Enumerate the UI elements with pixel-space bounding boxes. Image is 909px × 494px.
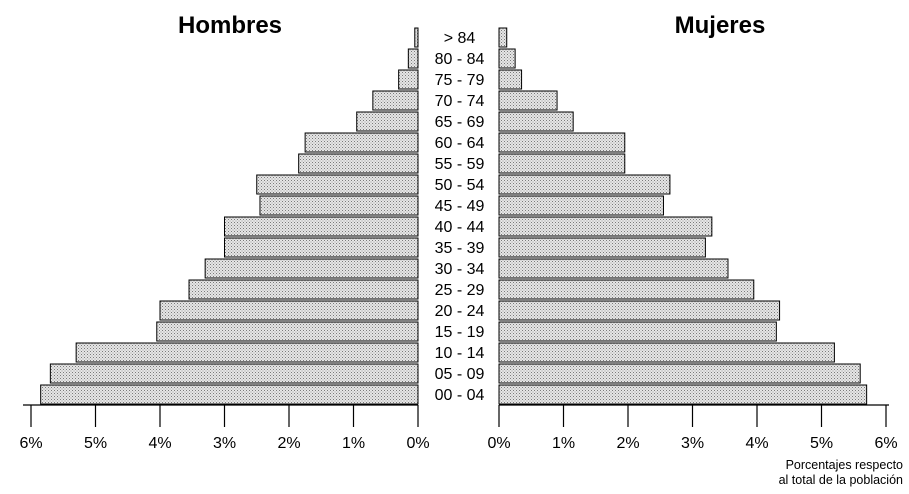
age-label-13: 65 - 69 xyxy=(435,114,485,131)
bar-hombres-0 xyxy=(40,384,419,405)
left-axis-ticks: 6% 5% 4% 3% 2% 1% 0% xyxy=(19,405,430,452)
bar-hombres-12 xyxy=(304,132,419,153)
bar-hombres-6 xyxy=(204,258,419,279)
bar-mujeres-2 xyxy=(498,342,835,363)
axis-note-line-2: al total de la población xyxy=(778,473,903,487)
bar-hombres-10 xyxy=(256,174,419,195)
age-label-14: 70 - 74 xyxy=(435,93,485,110)
bar-mujeres-14 xyxy=(498,90,558,111)
bar-hombres-9 xyxy=(259,195,419,216)
age-label-15: 75 - 79 xyxy=(435,72,485,89)
age-label-5: 25 - 29 xyxy=(435,282,485,299)
age-group-labels: 00 - 04 05 - 09 10 - 14 15 - 19 20 - 24 25 - … xyxy=(435,30,485,404)
bar-mujeres-10 xyxy=(498,174,671,195)
age-label-6: 30 - 34 xyxy=(435,261,485,278)
right-tick-label-6: 6% xyxy=(874,435,897,452)
bar-mujeres-7 xyxy=(498,237,706,258)
bar-mujeres-8 xyxy=(498,216,713,237)
right-tick-label-5: 5% xyxy=(810,435,833,452)
bar-hombres-5 xyxy=(188,279,419,300)
right-tick-label-4: 4% xyxy=(745,435,768,452)
bar-mujeres-3 xyxy=(498,321,777,342)
age-label-7: 35 - 39 xyxy=(435,240,485,257)
bar-mujeres-11 xyxy=(498,153,626,174)
age-label-9: 45 - 49 xyxy=(435,198,485,215)
right-tick-label-2: 2% xyxy=(616,435,639,452)
left-tick-label-4: 2% xyxy=(277,435,300,452)
bar-mujeres-17 xyxy=(498,27,508,48)
left-tick-label-3: 3% xyxy=(213,435,236,452)
bar-mujeres-15 xyxy=(498,69,523,90)
bar-mujeres-12 xyxy=(498,132,626,153)
left-tick-label-5: 1% xyxy=(342,435,365,452)
bar-mujeres-1 xyxy=(498,363,861,384)
bar-hombres-1 xyxy=(49,363,419,384)
age-label-3: 15 - 19 xyxy=(435,324,485,341)
bar-mujeres-9 xyxy=(498,195,664,216)
left-tick-label-1: 5% xyxy=(84,435,107,452)
bar-hombres-7 xyxy=(224,237,419,258)
bar-hombres-11 xyxy=(298,153,419,174)
left-tick-label-0: 6% xyxy=(19,435,42,452)
bar-hombres-13 xyxy=(356,111,419,132)
right-axis-ticks: 0% 1% 2% 3% 4% 5% 6% xyxy=(487,405,898,452)
axis-note-line-1: Porcentajes respecto xyxy=(785,458,903,472)
right-tick-label-3: 3% xyxy=(681,435,704,452)
age-label-10: 50 - 54 xyxy=(435,177,485,194)
mujeres-bars xyxy=(498,27,868,405)
bar-hombres-14 xyxy=(372,90,419,111)
bar-hombres-17 xyxy=(414,27,419,48)
age-label-12: 60 - 64 xyxy=(435,135,485,152)
age-label-8: 40 - 44 xyxy=(435,219,485,236)
bar-hombres-16 xyxy=(407,48,419,69)
age-label-11: 55 - 59 xyxy=(435,156,485,173)
bar-mujeres-0 xyxy=(498,384,868,405)
bar-mujeres-13 xyxy=(498,111,574,132)
left-tick-label-2: 4% xyxy=(148,435,171,452)
bar-mujeres-5 xyxy=(498,279,755,300)
age-label-0: 00 - 04 xyxy=(435,387,485,404)
bar-hombres-4 xyxy=(159,300,419,321)
age-label-17: > 84 xyxy=(444,30,476,47)
title-hombres: Hombres xyxy=(178,12,282,39)
bar-mujeres-16 xyxy=(498,48,516,69)
bar-hombres-3 xyxy=(156,321,419,342)
bar-hombres-2 xyxy=(75,342,419,363)
age-label-2: 10 - 14 xyxy=(435,345,485,362)
axis-note: Porcentajes respecto al total de la pobl… xyxy=(779,458,903,488)
bar-hombres-15 xyxy=(398,69,419,90)
bar-mujeres-4 xyxy=(498,300,781,321)
age-label-16: 80 - 84 xyxy=(435,51,485,68)
bar-hombres-8 xyxy=(224,216,419,237)
age-label-1: 05 - 09 xyxy=(435,366,485,383)
right-tick-label-1: 1% xyxy=(552,435,575,452)
right-tick-label-0: 0% xyxy=(487,435,510,452)
left-tick-label-6: 0% xyxy=(406,435,429,452)
hombres-bars xyxy=(40,27,419,405)
bar-mujeres-6 xyxy=(498,258,729,279)
age-label-4: 20 - 24 xyxy=(435,303,485,320)
title-mujeres: Mujeres xyxy=(675,12,766,39)
